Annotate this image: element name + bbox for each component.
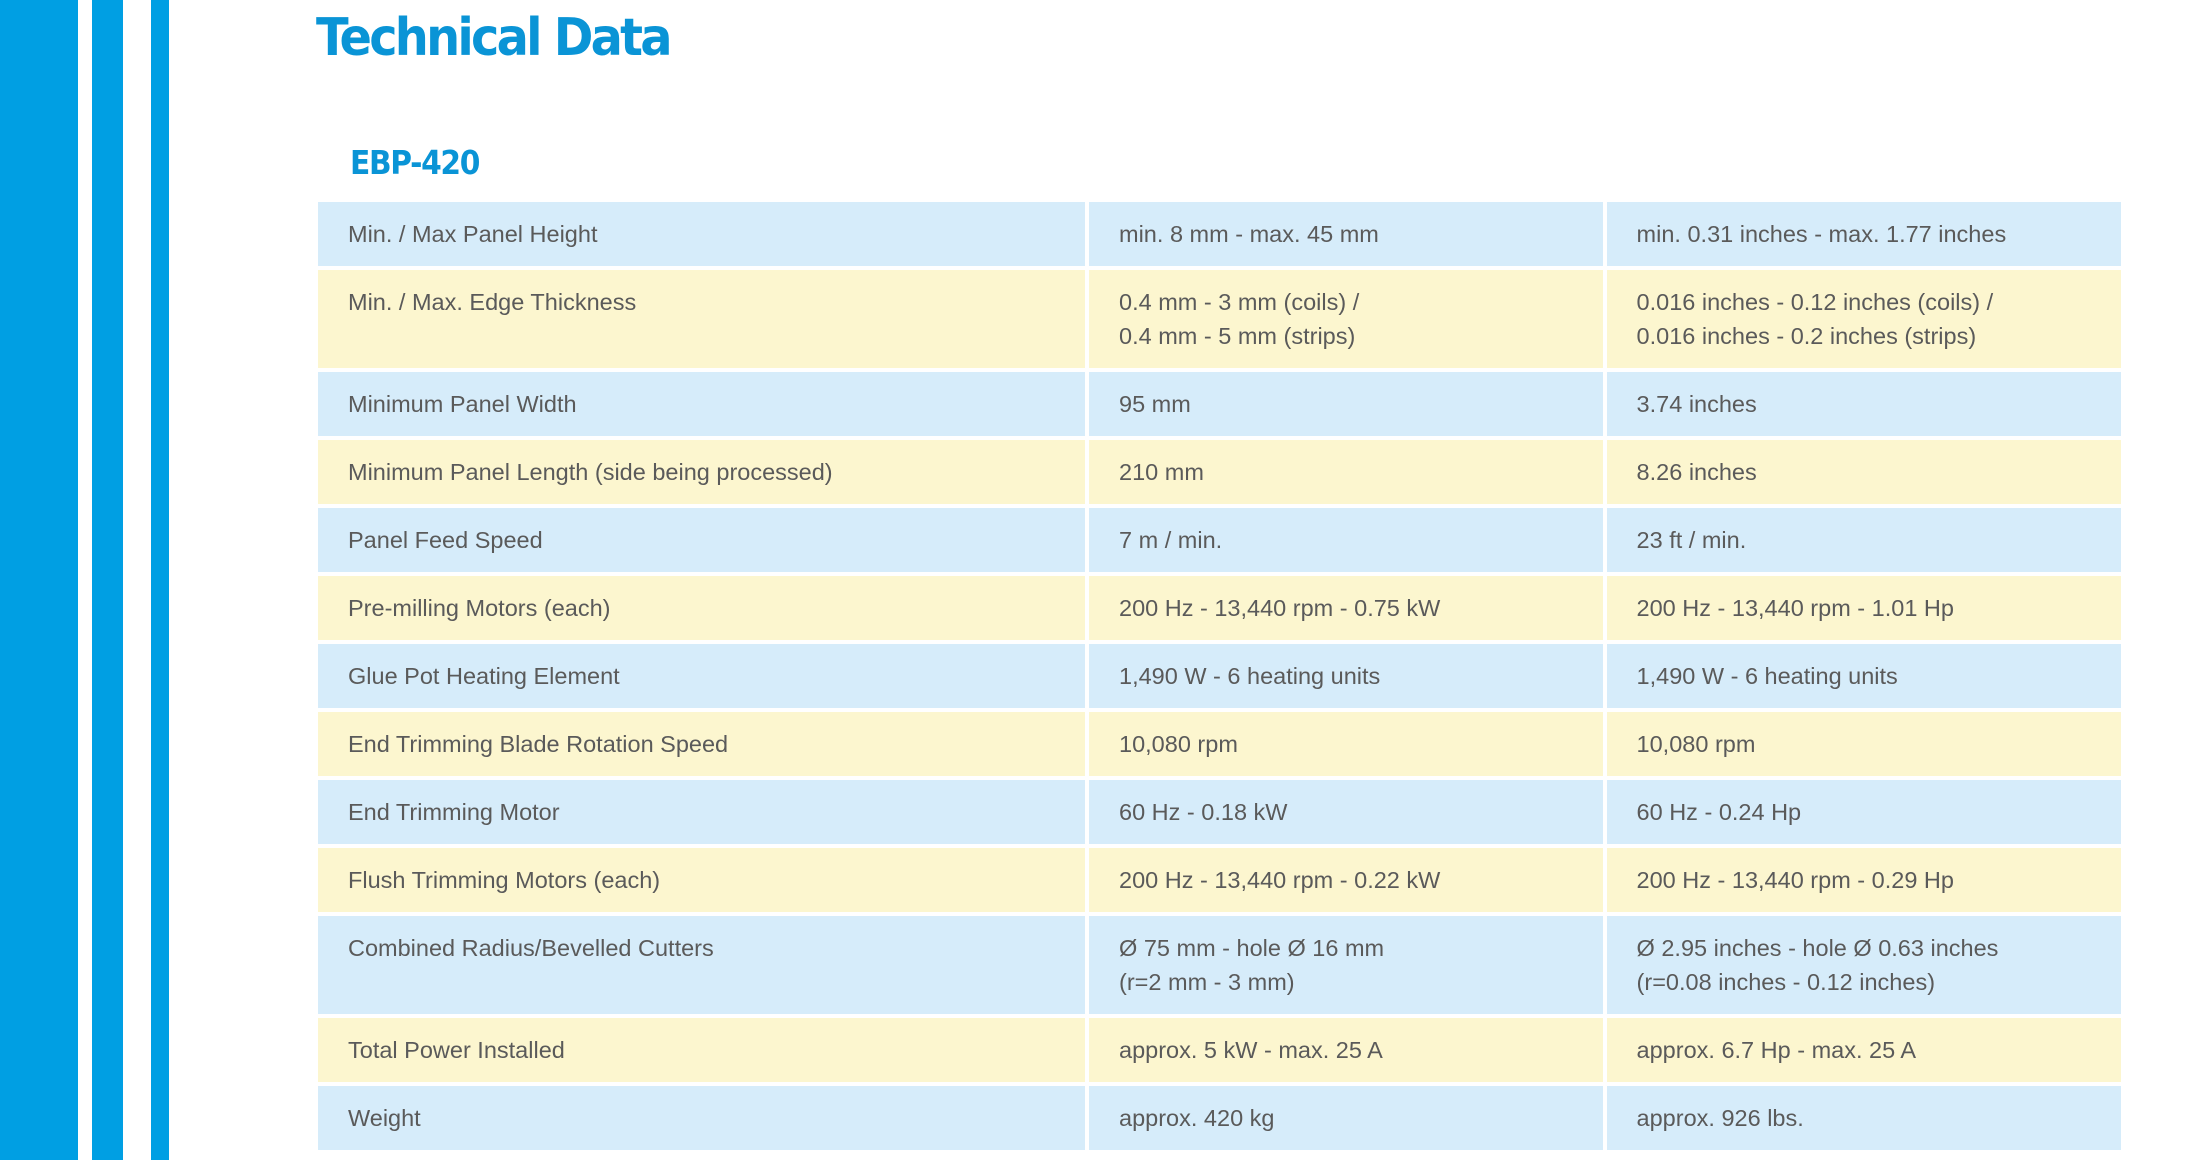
spec-label: Flush Trimming Motors (each) (318, 848, 1086, 912)
spec-label: Minimum Panel Width (318, 372, 1086, 436)
table-row: Minimum Panel Length (side being process… (318, 440, 2121, 504)
spec-imperial-value: 23 ft / min. (1606, 508, 2121, 572)
spec-metric-value: 200 Hz - 13,440 rpm - 0.22 kW (1089, 848, 1603, 912)
spec-label: Glue Pot Heating Element (318, 644, 1086, 708)
spec-imperial-line: 200 Hz - 13,440 rpm - 1.01 Hp (1636, 595, 1954, 621)
table-row: End Trimming Motor 60 Hz - 0.18 kW 60 Hz… (318, 780, 2121, 844)
spec-metric-value: Ø 75 mm - hole Ø 16 mm (r=2 mm - 3 mm) (1089, 916, 1603, 1014)
spec-metric-line: 60 Hz - 0.18 kW (1119, 799, 1288, 825)
spec-metric-line: 7 m / min. (1119, 527, 1223, 553)
table-row: Pre-milling Motors (each) 200 Hz - 13,44… (318, 576, 2121, 640)
decorative-stripe-medium (92, 0, 123, 1160)
table-row: Panel Feed Speed 7 m / min. 23 ft / min. (318, 508, 2121, 572)
spec-metric-line: 10,080 rpm (1119, 731, 1238, 757)
spec-metric-line: 200 Hz - 13,440 rpm - 0.22 kW (1119, 867, 1441, 893)
spec-imperial-value: 10,080 rpm (1606, 712, 2121, 776)
spec-metric-line: 210 mm (1119, 459, 1204, 485)
spec-imperial-line: 0.016 inches - 0.2 inches (strips) (1636, 323, 1977, 349)
spec-imperial-line: 0.016 inches - 0.12 inches (coils) / (1636, 289, 1994, 315)
spec-metric-line: min. 8 mm - max. 45 mm (1119, 221, 1379, 247)
spec-imperial-line: approx. 6.7 Hp - max. 25 A (1636, 1037, 1917, 1063)
spec-label: Min. / Max Panel Height (318, 202, 1086, 266)
spec-imperial-value: 3.74 inches (1606, 372, 2121, 436)
spec-label: Min. / Max. Edge Thickness (318, 270, 1086, 368)
page-title: Technical Data (316, 8, 673, 68)
spec-label: End Trimming Blade Rotation Speed (318, 712, 1086, 776)
spec-metric-line: Ø 75 mm - hole Ø 16 mm (1119, 935, 1385, 961)
spec-metric-value: min. 8 mm - max. 45 mm (1089, 202, 1603, 266)
spec-table: Min. / Max Panel Height min. 8 mm - max.… (314, 198, 2125, 1154)
spec-metric-line: 1,490 W - 6 heating units (1119, 663, 1381, 689)
spec-metric-value: approx. 5 kW - max. 25 A (1089, 1018, 1603, 1082)
spec-metric-value: 10,080 rpm (1089, 712, 1603, 776)
spec-imperial-value: 200 Hz - 13,440 rpm - 1.01 Hp (1606, 576, 2121, 640)
table-row: Min. / Max. Edge Thickness 0.4 mm - 3 mm… (318, 270, 2121, 368)
spec-imperial-value: approx. 926 lbs. (1606, 1086, 2121, 1150)
model-title: EBP-420 (350, 143, 480, 182)
table-row: Flush Trimming Motors (each) 200 Hz - 13… (318, 848, 2121, 912)
spec-metric-line: 0.4 mm - 3 mm (coils) / (1119, 289, 1360, 315)
spec-metric-line: (r=2 mm - 3 mm) (1119, 969, 1295, 995)
spec-label: Weight (318, 1086, 1086, 1150)
table-row: End Trimming Blade Rotation Speed 10,080… (318, 712, 2121, 776)
spec-imperial-value: 0.016 inches - 0.12 inches (coils) / 0.01… (1606, 270, 2121, 368)
spec-imperial-value: approx. 6.7 Hp - max. 25 A (1606, 1018, 2121, 1082)
spec-metric-value: 200 Hz - 13,440 rpm - 0.75 kW (1089, 576, 1603, 640)
spec-label: Panel Feed Speed (318, 508, 1086, 572)
decorative-stripe-wide (0, 0, 78, 1160)
spec-imperial-line: approx. 926 lbs. (1636, 1105, 1804, 1131)
spec-imperial-line: 10,080 rpm (1636, 731, 1756, 757)
spec-metric-value: 95 mm (1089, 372, 1603, 436)
spec-label: End Trimming Motor (318, 780, 1086, 844)
spec-imperial-value: 8.26 inches (1606, 440, 2121, 504)
spec-metric-value: 210 mm (1089, 440, 1603, 504)
spec-imperial-value: min. 0.31 inches - max. 1.77 inches (1606, 202, 2121, 266)
spec-label: Total Power Installed (318, 1018, 1086, 1082)
spec-metric-line: 0.4 mm - 5 mm (strips) (1119, 323, 1356, 349)
spec-label: Pre-milling Motors (each) (318, 576, 1086, 640)
spec-imperial-line: (r=0.08 inches - 0.12 inches) (1636, 969, 1936, 995)
spec-metric-line: approx. 420 kg (1119, 1105, 1275, 1131)
spec-label: Minimum Panel Length (side being process… (318, 440, 1086, 504)
spec-metric-value: 60 Hz - 0.18 kW (1089, 780, 1603, 844)
table-row: Weight approx. 420 kg approx. 926 lbs. (318, 1086, 2121, 1150)
table-row: Min. / Max Panel Height min. 8 mm - max.… (318, 202, 2121, 266)
table-row: Combined Radius/Bevelled Cutters Ø 75 mm… (318, 916, 2121, 1014)
spec-metric-line: 200 Hz - 13,440 rpm - 0.75 kW (1119, 595, 1441, 621)
spec-label: Combined Radius/Bevelled Cutters (318, 916, 1086, 1014)
spec-imperial-value: 1,490 W - 6 heating units (1606, 644, 2121, 708)
spec-metric-value: approx. 420 kg (1089, 1086, 1603, 1150)
spec-table-body: Min. / Max Panel Height min. 8 mm - max.… (318, 202, 2121, 1150)
spec-imperial-value: Ø 2.95 inches - hole Ø 0.63 inches (r=0.0… (1606, 916, 2121, 1014)
spec-imperial-line: 1,490 W - 6 heating units (1636, 663, 1898, 689)
spec-imperial-line: min. 0.31 inches - max. 1.77 inches (1636, 221, 2007, 247)
spec-imperial-line: 23 ft / min. (1636, 527, 1747, 553)
table-row: Minimum Panel Width 95 mm 3.74 inches (318, 372, 2121, 436)
table-row: Total Power Installed approx. 5 kW - max… (318, 1018, 2121, 1082)
spec-imperial-line: Ø 2.95 inches - hole Ø 0.63 inches (1636, 935, 1999, 961)
spec-imperial-value: 200 Hz - 13,440 rpm - 0.29 Hp (1606, 848, 2121, 912)
decorative-stripe-narrow (151, 0, 169, 1160)
spec-imperial-value: 60 Hz - 0.24 Hp (1606, 780, 2121, 844)
table-row: Glue Pot Heating Element 1,490 W - 6 hea… (318, 644, 2121, 708)
spec-metric-line: 95 mm (1119, 391, 1191, 417)
spec-metric-line: approx. 5 kW - max. 25 A (1119, 1037, 1383, 1063)
spec-metric-value: 7 m / min. (1089, 508, 1603, 572)
spec-metric-value: 0.4 mm - 3 mm (coils) / 0.4 mm - 5 mm (st… (1089, 270, 1603, 368)
spec-metric-value: 1,490 W - 6 heating units (1089, 644, 1603, 708)
spec-imperial-line: 8.26 inches (1636, 459, 1757, 485)
spec-imperial-line: 60 Hz - 0.24 Hp (1636, 799, 1802, 825)
spec-imperial-line: 200 Hz - 13,440 rpm - 0.29 Hp (1636, 867, 1954, 893)
spec-imperial-line: 3.74 inches (1636, 391, 1757, 417)
